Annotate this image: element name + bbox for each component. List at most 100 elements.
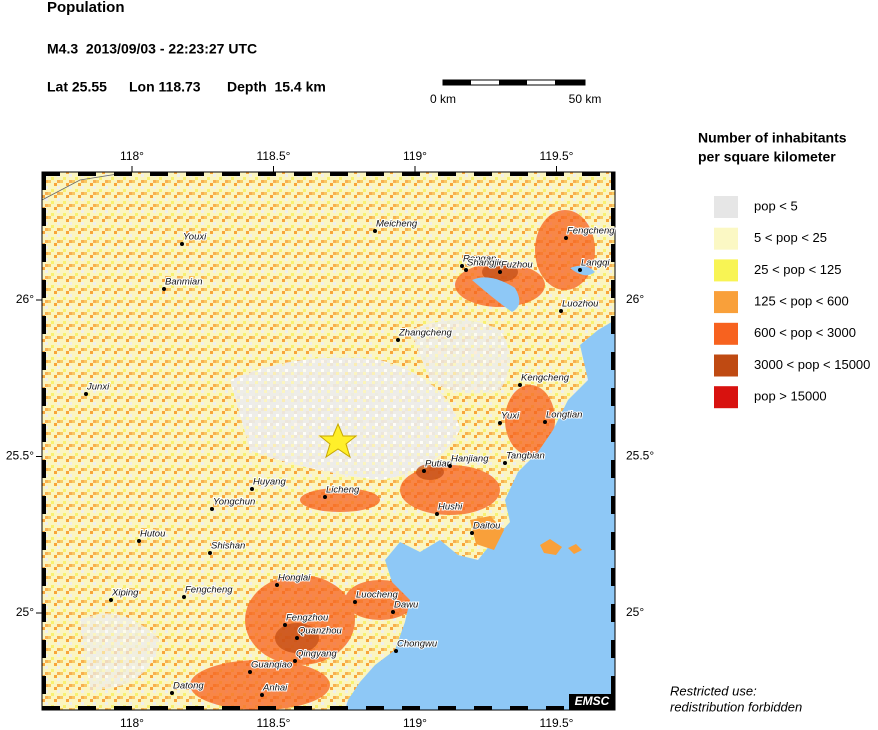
legend-title: per square kilometer xyxy=(698,149,836,165)
city-dot xyxy=(137,539,141,543)
city-label: Langqi xyxy=(581,258,610,269)
city-label: Yongchun xyxy=(213,497,255,508)
legend-label: pop > 15000 xyxy=(754,389,827,404)
lon-tick-label: 119° xyxy=(403,149,427,163)
city-dot xyxy=(464,268,468,272)
city-dot xyxy=(394,649,398,653)
map xyxy=(42,172,615,710)
legend-label: pop < 5 xyxy=(754,198,798,213)
city-label: Putian xyxy=(425,459,452,470)
city-label: Qingyang xyxy=(296,649,337,660)
city-dot xyxy=(498,421,502,425)
lon-tick-label: 118.5° xyxy=(257,149,291,163)
scale-start: 0 km xyxy=(430,92,456,106)
city-label: Shangjie xyxy=(467,258,504,269)
lat-tick-label: 26° xyxy=(626,292,644,306)
city-label: Rongan xyxy=(463,254,496,265)
city-dot xyxy=(109,598,113,602)
city-dot xyxy=(422,469,426,473)
event: M4.3 2013/09/03 - 22:23:27 UTC xyxy=(47,41,257,57)
city-label: Luocheng xyxy=(356,590,398,601)
notice: redistribution forbidden xyxy=(670,699,802,714)
city-dot xyxy=(353,600,357,604)
city-label: Dawu xyxy=(394,600,419,611)
city-label: Hanjiang xyxy=(451,454,489,465)
city-label: Hutou xyxy=(140,529,166,540)
city-label: Zhangcheng xyxy=(398,328,453,339)
city-dot xyxy=(543,420,547,424)
city-dot xyxy=(250,487,254,491)
lon-tick-label: 118° xyxy=(120,149,144,163)
lat-tick-label: 25.5° xyxy=(6,449,34,463)
depth: Depth 15.4 km xyxy=(227,79,326,95)
epicenter xyxy=(318,422,358,459)
city-label: Junxi xyxy=(86,382,110,393)
legend-label: 3000 < pop < 15000 xyxy=(754,357,870,372)
city-dot xyxy=(180,242,184,246)
city-label: Licheng xyxy=(326,485,360,496)
city-dot xyxy=(373,229,377,233)
city-dot xyxy=(170,691,174,695)
legend-swatch xyxy=(714,196,738,218)
city-dot xyxy=(260,693,264,697)
longitude: Lon 118.73 xyxy=(129,79,201,95)
city-label: Youxi xyxy=(183,232,207,243)
city-label: Fengcheng xyxy=(567,226,615,237)
city-dot xyxy=(248,670,252,674)
city-dot xyxy=(503,461,507,465)
city-dot xyxy=(498,270,502,274)
city-label: Yuxi xyxy=(501,411,520,422)
city-dot xyxy=(578,268,582,272)
frame-ticks xyxy=(42,172,615,710)
city-label: Xiping xyxy=(111,588,139,599)
legend-label: 5 < pop < 25 xyxy=(754,230,827,245)
scale-bar: 0 km 50 km xyxy=(430,79,601,106)
legend-label: 25 < pop < 125 xyxy=(754,262,841,277)
legend-swatch xyxy=(714,291,738,314)
city-label: Fuzhou xyxy=(501,260,533,271)
city-dot xyxy=(391,610,395,614)
city-label: Daitou xyxy=(473,521,501,532)
city-dot xyxy=(295,636,299,640)
legend-swatch xyxy=(714,386,738,409)
lat-tick-label: 25.5° xyxy=(626,449,654,463)
city-dot xyxy=(323,495,327,499)
city-dot xyxy=(448,464,452,468)
lon-tick-label: 119° xyxy=(403,716,427,730)
city-label: Huyang xyxy=(253,477,286,488)
lon-tick-label: 119.5° xyxy=(540,716,574,730)
lat-tick-label: 25° xyxy=(16,605,34,619)
city-label: Kengcheng xyxy=(521,373,570,384)
city-dot xyxy=(182,595,186,599)
city-label: Honglai xyxy=(278,573,311,584)
lon-tick-label: 118° xyxy=(120,716,144,730)
legend: pop < 5 5 < pop < 25 25 < pop < 125 125 < p… xyxy=(714,196,870,409)
city-label: Datong xyxy=(173,681,204,692)
city-dot xyxy=(559,309,563,313)
lat-tick-label: 26° xyxy=(16,292,34,306)
latitude: Lat 25.55 xyxy=(47,79,107,95)
city-label: Tangbian xyxy=(506,451,545,462)
legend-label: 600 < pop < 3000 xyxy=(754,325,856,340)
city-label: Shishan xyxy=(211,541,245,552)
city-dot xyxy=(396,338,400,342)
legend-title: Number of inhabitants xyxy=(698,130,847,146)
city-label: Luozhou xyxy=(562,299,599,310)
lon-tick-label: 119.5° xyxy=(540,149,574,163)
legend-swatch xyxy=(714,354,738,377)
city-label: Meicheng xyxy=(376,219,418,230)
city-label: Longtian xyxy=(546,410,582,421)
legend-label: 125 < pop < 600 xyxy=(754,294,849,309)
city-label: Hushi xyxy=(438,502,463,513)
city-label: Quanzhou xyxy=(298,626,343,637)
city-label: Banmian xyxy=(165,277,203,288)
city-dot xyxy=(518,383,522,387)
city-dot xyxy=(470,531,474,535)
city-dot xyxy=(208,551,212,555)
legend-swatch xyxy=(714,259,738,282)
legend-swatch xyxy=(714,227,738,250)
city-dot xyxy=(283,623,287,627)
city-dot xyxy=(435,512,439,516)
city-dot xyxy=(84,392,88,396)
